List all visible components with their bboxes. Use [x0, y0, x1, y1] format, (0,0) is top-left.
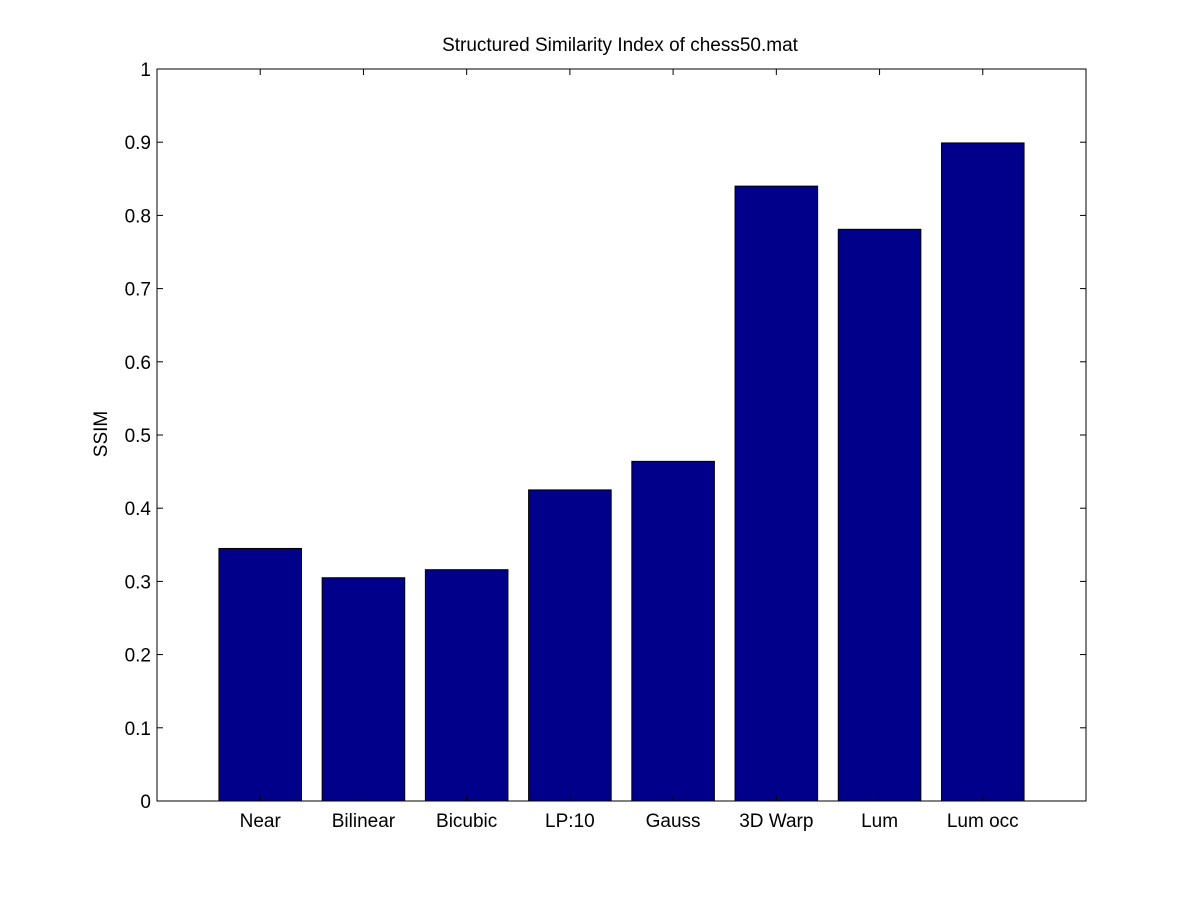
y-axis-label: SSIM: [91, 411, 112, 457]
y-tick-label: 0.6: [125, 353, 151, 374]
bar-lp-10: [528, 489, 612, 802]
bar-gauss: [631, 460, 715, 802]
y-tick-label: 0.9: [125, 133, 151, 154]
bar-near: [218, 547, 303, 802]
y-tick-label: 0.8: [125, 206, 151, 227]
bar-lum-occ: [940, 142, 1025, 802]
bar-bilinear: [321, 577, 406, 802]
x-tick-label: Bilinear: [332, 811, 396, 832]
y-tick-label: 0.5: [125, 426, 151, 447]
x-tick-label: Gauss: [646, 811, 701, 832]
chart-title: Structured Similarity Index of chess50.m…: [442, 35, 799, 56]
x-tick-label: Near: [240, 811, 282, 832]
y-tick-label: 0.7: [125, 280, 151, 301]
y-tick-label: 0.1: [125, 719, 151, 740]
x-tick-label: Bicubic: [436, 811, 497, 832]
bar-bicubic: [424, 569, 509, 802]
y-tick-label: 0.3: [125, 572, 151, 593]
bar-lum: [837, 228, 922, 802]
x-tick-label: 3D Warp: [739, 811, 813, 832]
x-tick-label: Lum: [861, 811, 898, 832]
x-tick-label: Lum occ: [947, 811, 1019, 832]
axis-ticks: Near Bilinear Bicubic LP:10 Gauss 3D Warp Lum L…: [125, 60, 1086, 832]
bar-3d-warp: [734, 185, 819, 802]
y-tick-label: 1: [140, 60, 151, 81]
x-tick-label: LP:10: [545, 811, 595, 832]
y-tick-label: 0.2: [125, 646, 151, 667]
y-tick-label: 0: [140, 792, 151, 813]
y-tick-label: 0.4: [125, 499, 152, 520]
bars: [218, 142, 1025, 802]
plot-frame: [156, 68, 1087, 802]
